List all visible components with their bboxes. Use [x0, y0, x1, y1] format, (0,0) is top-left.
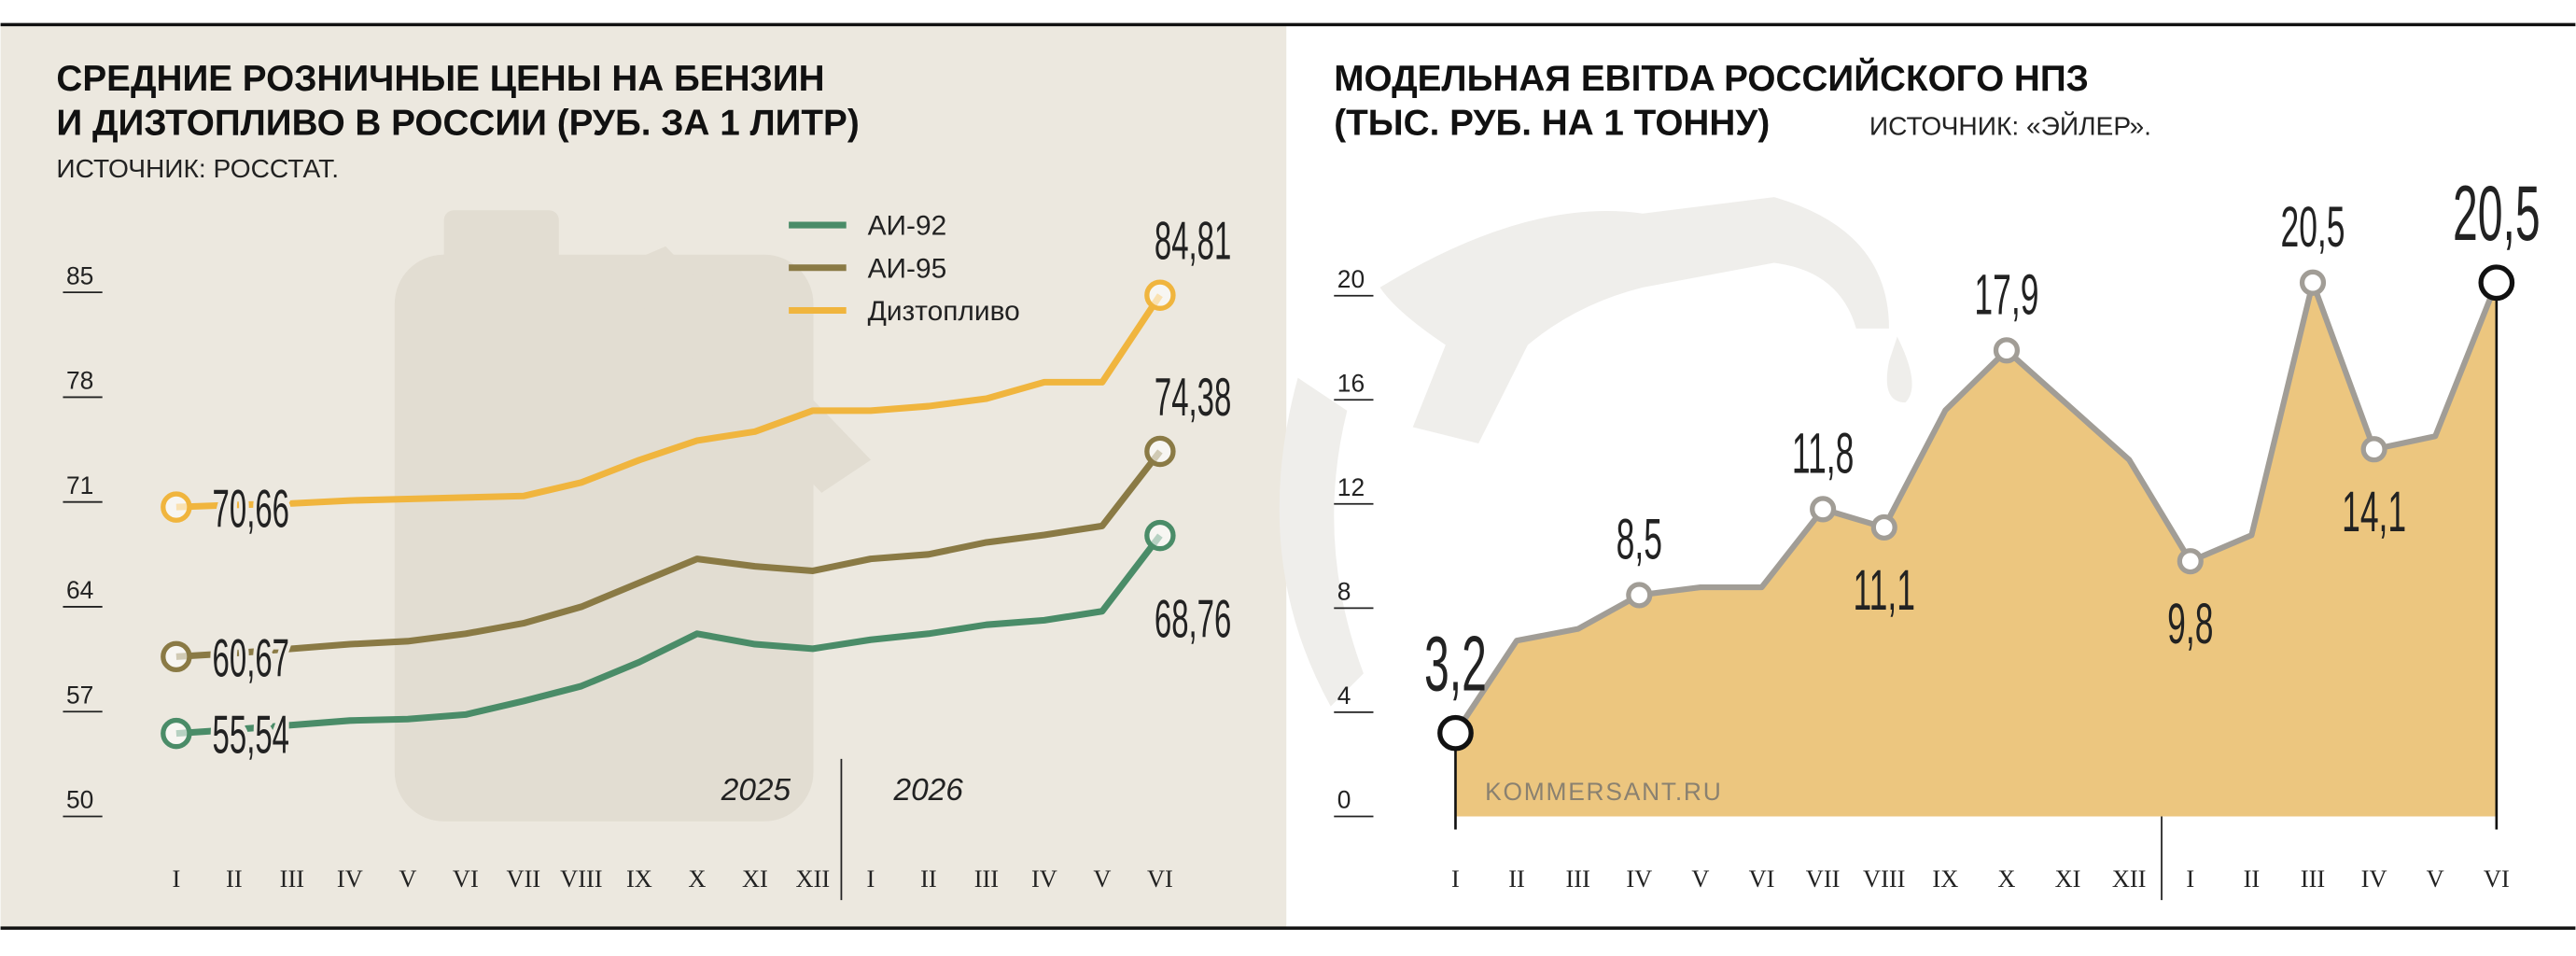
- x-tick-label: III: [2301, 865, 2325, 893]
- chart-title: (ТЫС. РУБ. НА 1 ТОННУ): [1334, 103, 1770, 143]
- value-label: 14,1: [2342, 480, 2406, 544]
- x-tick-label: IV: [337, 865, 363, 893]
- x-tick-label: I: [1451, 865, 1460, 893]
- x-tick-label: X: [1997, 865, 2015, 893]
- point-marker: [1626, 582, 1653, 609]
- y-tick-label: 0: [1337, 786, 1351, 814]
- x-tick-label: VI: [1147, 865, 1173, 893]
- x-tick-label: IX: [626, 865, 652, 893]
- series-line: [175, 533, 1163, 738]
- value-label: 11,8: [1792, 422, 1854, 486]
- chart-title: И ДИЗТОПЛИВО В РОССИИ (РУБ. ЗА 1 ЛИТР): [56, 103, 859, 143]
- point-marker: [1144, 435, 1176, 468]
- source: ИСТОЧНИК: РОССТАТ.: [56, 154, 339, 183]
- x-tick-label: II: [226, 865, 243, 893]
- chart-title: МОДЕЛЬНАЯ EBITDA РОССИЙСКОГО НПЗ: [1334, 57, 2089, 99]
- y-tick-label: 71: [66, 471, 93, 499]
- x-tick-label: I: [2186, 865, 2194, 893]
- x-tick-label: II: [1508, 865, 1525, 893]
- value-label: 3,2: [1424, 621, 1487, 708]
- point-marker: [2360, 436, 2387, 463]
- point-marker: [161, 491, 192, 523]
- x-tick-label: IV: [1031, 865, 1057, 893]
- chart-title: СРЕДНИЕ РОЗНИЧНЫЕ ЦЕНЫ НА БЕНЗИН: [56, 59, 824, 99]
- x-tick-label: IV: [1626, 865, 1652, 893]
- x-tick-label: XI: [742, 865, 768, 893]
- point-marker: [2299, 269, 2327, 296]
- point-marker: [1810, 496, 1837, 523]
- y-tick-label: 57: [66, 681, 93, 709]
- y-tick-label: 12: [1337, 473, 1365, 501]
- x-tick-label: V: [399, 865, 416, 893]
- x-tick-label: VIII: [560, 865, 602, 893]
- x-tick-label: VI: [453, 865, 479, 893]
- x-tick-label: III: [974, 865, 999, 893]
- x-tick-label: VI: [2484, 865, 2510, 893]
- x-tick-label: III: [280, 865, 304, 893]
- y-tick-label: 16: [1337, 369, 1365, 397]
- value-label: 74,38: [1155, 367, 1231, 427]
- y-tick-label: 85: [66, 261, 93, 289]
- point-marker: [2177, 548, 2204, 575]
- legend-label: АИ-92: [868, 211, 947, 242]
- point-marker: [2478, 264, 2515, 302]
- value-label: 8,5: [1617, 508, 1662, 572]
- source: ИСТОЧНИК: «ЭЙЛЕР».: [1869, 111, 2151, 140]
- x-tick-label: XII: [796, 865, 831, 893]
- x-tick-label: VII: [1806, 865, 1841, 893]
- chart-ebitda: МОДЕЛЬНАЯ EBITDA РОССИЙСКОГО НПЗ(ТЫС. РУ…: [1334, 57, 2541, 901]
- x-tick-label: X: [688, 865, 706, 893]
- y-tick-label: 8: [1337, 578, 1351, 606]
- x-tick-label: V: [1093, 865, 1111, 893]
- y-tick-label: 4: [1337, 682, 1351, 710]
- value-label: 68,76: [1155, 589, 1231, 649]
- x-tick-label: IV: [2361, 865, 2387, 893]
- x-tick-label: II: [920, 865, 937, 893]
- point-marker: [1870, 513, 1897, 541]
- legend-label: АИ-95: [868, 253, 947, 284]
- point-marker: [1993, 337, 2021, 364]
- x-tick-label: IX: [1932, 865, 1958, 893]
- x-tick-label: I: [866, 865, 875, 893]
- x-tick-label: VIII: [1863, 865, 1905, 893]
- value-label: 70,66: [213, 479, 289, 539]
- point-marker: [1144, 279, 1176, 311]
- x-tick-label: XI: [2055, 865, 2081, 893]
- x-tick-label: III: [1566, 865, 1590, 893]
- watermark: KOMMERSANT.RU: [1485, 778, 1722, 806]
- point-marker: [1144, 519, 1176, 552]
- series-line: [175, 449, 1163, 660]
- x-tick-label: V: [2427, 865, 2444, 893]
- value-label: 20,5: [2280, 195, 2345, 260]
- x-tick-label: I: [172, 865, 180, 893]
- series-line: [175, 293, 1163, 511]
- period-label: 2025: [721, 773, 791, 808]
- value-label: 11,1: [1854, 558, 1915, 623]
- x-tick-label: V: [1691, 865, 1709, 893]
- value-label: 60,67: [213, 628, 289, 688]
- y-tick-label: 50: [66, 786, 93, 814]
- point-marker: [1437, 714, 1474, 752]
- period-label: 2026: [893, 773, 964, 808]
- y-tick-label: 64: [66, 576, 93, 604]
- area-fill: [1455, 282, 2497, 817]
- point-marker: [161, 717, 192, 750]
- y-tick-label: 20: [1337, 265, 1365, 293]
- legend-label: Дизтопливо: [868, 296, 1020, 327]
- x-tick-label: XII: [2112, 865, 2147, 893]
- y-tick-label: 78: [66, 367, 93, 395]
- value-label: 9,8: [2167, 592, 2213, 656]
- x-tick-label: II: [2244, 865, 2261, 893]
- x-tick-label: VII: [507, 865, 541, 893]
- value-label: 17,9: [1974, 262, 2038, 327]
- value-label: 55,54: [213, 705, 289, 765]
- pump-decoration: [1279, 197, 1912, 707]
- value-label: 84,81: [1155, 211, 1231, 271]
- value-label: 20,5: [2453, 170, 2541, 257]
- canister-decoration: [394, 210, 872, 822]
- x-tick-label: VI: [1749, 865, 1775, 893]
- point-marker: [161, 640, 192, 673]
